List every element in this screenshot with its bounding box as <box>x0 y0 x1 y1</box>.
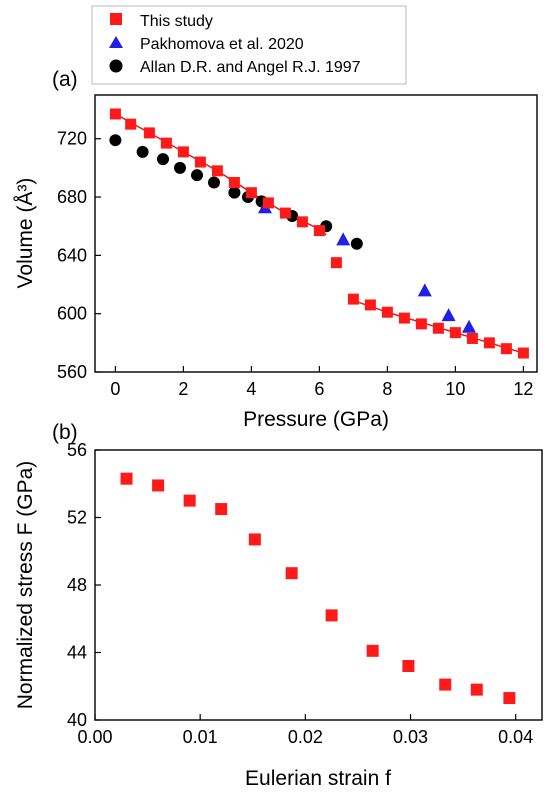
allan-angel-point <box>136 145 149 158</box>
panel-b-y-tick-label: 44 <box>67 643 87 663</box>
panel-a-x-tick-label: 6 <box>314 379 324 399</box>
this-study-point <box>325 609 338 622</box>
this-study-point <box>248 533 261 546</box>
panel-a-x-axis-title: Pressure (GPa) <box>243 408 389 431</box>
legend-box <box>91 5 407 85</box>
panel-a-y-tick-label: 680 <box>57 187 87 207</box>
panel-a-points <box>109 108 529 359</box>
panel-b-x-tick-label: 0.00 <box>77 727 112 747</box>
this-study-point <box>364 299 376 311</box>
legend-marker-pakhomova <box>109 36 123 48</box>
pakhomova-point <box>441 308 456 322</box>
this-study-point <box>245 187 257 199</box>
allan-angel-point <box>350 237 363 250</box>
allan-angel-point <box>228 186 241 199</box>
this-study-point <box>449 327 461 339</box>
panel-a-y-tick-label: 600 <box>57 304 87 324</box>
this-study-point <box>152 479 165 492</box>
this-study-point <box>120 472 133 485</box>
panel-a-y-tick-label: 560 <box>57 362 87 382</box>
this-study-point <box>160 137 172 149</box>
panel-a-x-tick-label: 12 <box>513 379 533 399</box>
panel-b-ticks: 0.00 0.01 0.02 0.03 0.04 40 44 48 52 56 <box>67 440 533 747</box>
panel-b-y-tick-label: 40 <box>67 710 87 730</box>
this-study-point <box>466 332 478 344</box>
allan-angel-point <box>191 169 203 182</box>
this-study-point <box>125 118 137 130</box>
allan-angel-point <box>157 153 169 166</box>
pakhomova-point <box>336 232 351 246</box>
this-study-point <box>285 567 298 580</box>
this-study-point <box>228 176 240 188</box>
panel-b-x-tick-label: 0.03 <box>393 727 428 747</box>
this-study-point <box>177 146 189 158</box>
legend-label-this-study: This study <box>140 13 213 30</box>
pakhomova-point <box>417 283 432 297</box>
legend-label-pakhomova: Pakhomova et al. 2020 <box>140 36 304 53</box>
legend-label-allan: Allan D.R. and Angel R.J. 1997 <box>140 59 361 76</box>
panel-a: (a) 0 2 4 6 8 10 12 560 600 640 680 720 Pressure (G… <box>14 68 538 431</box>
legend: This study Pakhomova et al. 2020 Allan D… <box>91 5 407 85</box>
this-study-point <box>381 306 393 318</box>
panel-a-plot-frame <box>94 94 538 373</box>
this-study-point <box>517 347 529 359</box>
panel-a-ticks: 0 2 4 6 8 10 12 560 600 640 680 720 <box>57 129 533 399</box>
allan-angel-point <box>174 161 186 174</box>
this-study-point <box>215 503 228 516</box>
this-study-point <box>347 293 359 305</box>
legend-marker-this-study <box>110 13 122 25</box>
panel-a-x-tick-label: 2 <box>178 379 188 399</box>
panel-a-x-tick-label: 4 <box>246 379 256 399</box>
panel-b-x-tick-label: 0.04 <box>498 727 533 747</box>
panel-a-label: (a) <box>52 68 78 91</box>
panel-b-x-axis-title: Eulerian strain f <box>245 767 391 790</box>
panel-a-x-tick-label: 10 <box>445 379 465 399</box>
panel-a-x-tick-label: 8 <box>382 379 392 399</box>
panel-a-x-tick-label: 0 <box>110 379 120 399</box>
allan-angel-point <box>208 176 220 189</box>
panel-b-y-tick-label: 48 <box>67 575 87 595</box>
this-study-point <box>279 207 291 219</box>
this-study-point <box>183 494 196 507</box>
this-study-point <box>143 127 155 139</box>
panel-b: (b) 0.00 0.01 0.02 0.03 0.04 40 44 48 52 56 Euler… <box>14 421 543 790</box>
panel-b-y-tick-label: 56 <box>67 440 87 460</box>
pakhomova-point <box>462 319 476 333</box>
this-study-point <box>439 678 452 691</box>
panel-a-y-tick-label: 720 <box>57 129 87 149</box>
this-study-point <box>330 257 342 269</box>
panel-b-y-axis-title: Normalized stress F (GPa) <box>14 461 37 710</box>
allan-angel-point <box>109 134 122 147</box>
this-study-point <box>503 692 516 705</box>
legend-marker-allan <box>109 59 123 73</box>
this-study-point <box>262 197 274 209</box>
this-study-point <box>211 165 223 177</box>
panel-a-y-axis-title: Volume (Å³) <box>14 178 37 289</box>
this-study-point <box>470 683 483 696</box>
this-study-point <box>109 108 121 120</box>
panel-b-x-tick-label: 0.01 <box>183 727 218 747</box>
this-study-point <box>313 225 325 237</box>
this-study-point <box>483 337 495 349</box>
panel-b-label: (b) <box>52 421 78 444</box>
this-study-point <box>194 156 206 168</box>
this-study-point <box>415 318 427 330</box>
panel-b-x-tick-label: 0.02 <box>288 727 323 747</box>
panel-b-y-tick-label: 52 <box>67 508 87 528</box>
this-study-point <box>398 312 410 324</box>
panel-b-points <box>120 472 516 705</box>
this-study-point <box>402 660 415 672</box>
this-study-point <box>366 644 379 657</box>
this-study-point <box>296 216 308 228</box>
this-study-point <box>432 322 444 334</box>
this-study-point <box>500 343 512 355</box>
panel-a-y-tick-label: 640 <box>57 245 87 265</box>
